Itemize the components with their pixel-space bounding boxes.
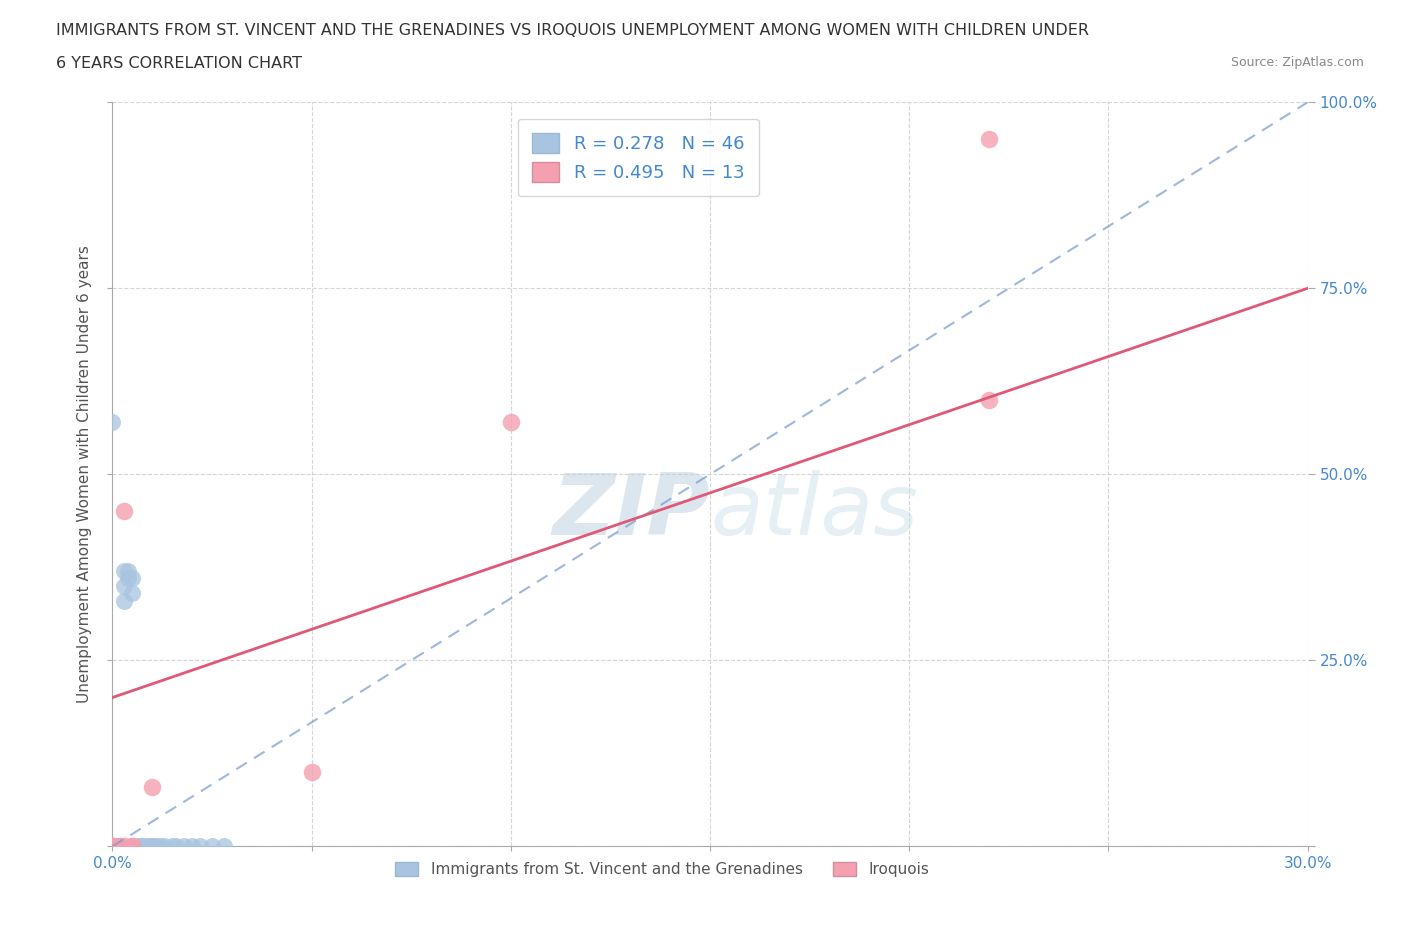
Point xyxy=(101,839,124,854)
Point xyxy=(165,839,187,854)
Point xyxy=(125,839,148,854)
Point xyxy=(101,839,124,854)
Point xyxy=(105,839,128,854)
Point xyxy=(101,839,124,854)
Point xyxy=(114,578,135,593)
Point xyxy=(114,593,135,608)
Point xyxy=(301,764,323,779)
Point xyxy=(181,839,204,854)
Point xyxy=(977,132,1000,147)
Point xyxy=(117,564,139,578)
Point xyxy=(212,839,235,854)
Point xyxy=(105,839,128,854)
Point xyxy=(101,839,124,854)
Point xyxy=(110,839,132,854)
Legend: Immigrants from St. Vincent and the Grenadines, Iroquois: Immigrants from St. Vincent and the Gren… xyxy=(389,856,935,884)
Point xyxy=(121,839,143,854)
Point xyxy=(110,839,132,854)
Point xyxy=(153,839,176,854)
Point xyxy=(101,839,124,854)
Point xyxy=(149,839,172,854)
Point xyxy=(977,392,1000,407)
Point xyxy=(499,415,522,430)
Point xyxy=(114,839,135,854)
Point xyxy=(101,839,124,854)
Point xyxy=(101,839,124,854)
Point xyxy=(141,839,163,854)
Point xyxy=(201,839,224,854)
Point xyxy=(110,839,132,854)
Point xyxy=(121,839,143,854)
Point xyxy=(101,839,124,854)
Point xyxy=(105,839,128,854)
Y-axis label: Unemployment Among Women with Children Under 6 years: Unemployment Among Women with Children U… xyxy=(77,246,91,703)
Point xyxy=(121,571,143,586)
Point xyxy=(105,839,128,854)
Point xyxy=(138,839,160,854)
Point xyxy=(101,839,124,854)
Text: Source: ZipAtlas.com: Source: ZipAtlas.com xyxy=(1230,56,1364,69)
Text: atlas: atlas xyxy=(710,470,918,553)
Point xyxy=(101,839,124,854)
Point xyxy=(129,839,152,854)
Point xyxy=(105,839,128,854)
Text: IMMIGRANTS FROM ST. VINCENT AND THE GRENADINES VS IROQUOIS UNEMPLOYMENT AMONG WO: IMMIGRANTS FROM ST. VINCENT AND THE GREN… xyxy=(56,23,1090,38)
Point xyxy=(141,839,163,854)
Point xyxy=(110,839,132,854)
Point xyxy=(101,839,124,854)
Point xyxy=(101,839,124,854)
Point xyxy=(101,839,124,854)
Text: ZIP: ZIP xyxy=(553,470,710,553)
Point xyxy=(101,839,124,854)
Point xyxy=(162,839,183,854)
Point xyxy=(101,415,124,430)
Point xyxy=(134,839,156,854)
Point xyxy=(129,839,152,854)
Point xyxy=(105,839,128,854)
Point xyxy=(114,564,135,578)
Point xyxy=(121,586,143,601)
Point xyxy=(114,504,135,519)
Point xyxy=(117,571,139,586)
Point xyxy=(173,839,195,854)
Text: 6 YEARS CORRELATION CHART: 6 YEARS CORRELATION CHART xyxy=(56,56,302,71)
Point xyxy=(145,839,167,854)
Point xyxy=(141,779,163,794)
Point xyxy=(188,839,211,854)
Point xyxy=(110,839,132,854)
